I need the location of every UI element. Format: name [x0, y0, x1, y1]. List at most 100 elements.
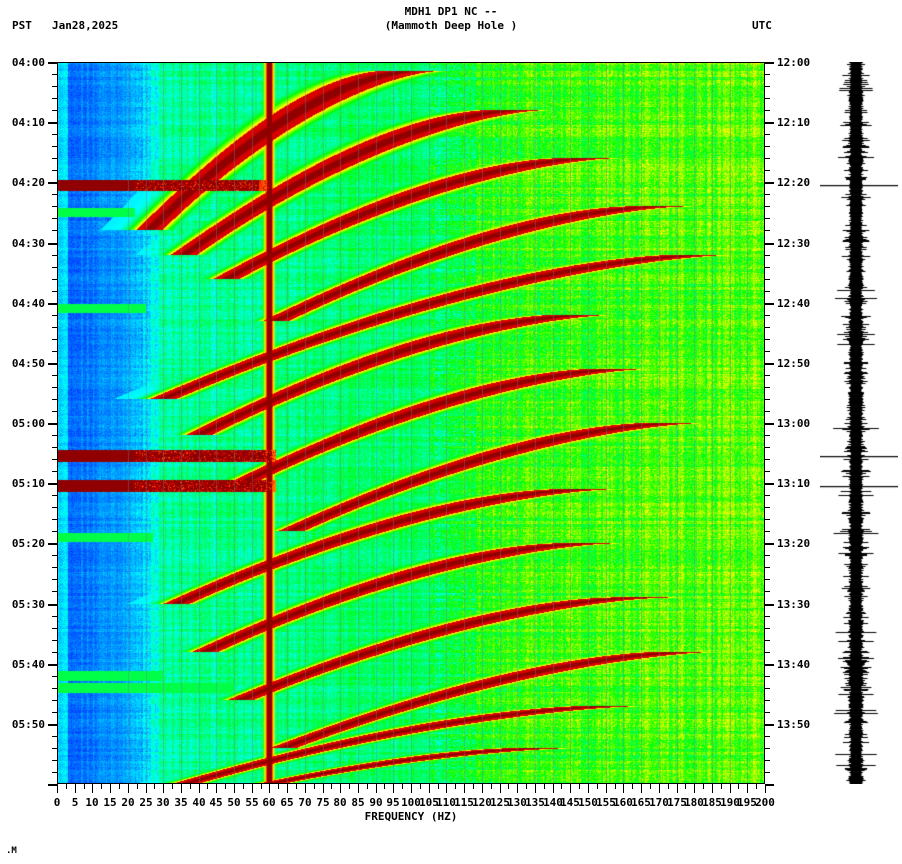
time-tick-right [765, 459, 770, 460]
time-label-utc: 12:50 [777, 357, 811, 370]
time-tick-left [48, 122, 57, 124]
frequency-label: 100 [401, 796, 421, 809]
time-tick-left [52, 616, 57, 617]
time-tick-left [52, 676, 57, 677]
time-tick-right [765, 519, 770, 520]
time-tick-right [765, 279, 770, 280]
frequency-label: 105 [419, 796, 439, 809]
time-tick-right [765, 567, 770, 568]
frequency-label: 155 [596, 796, 616, 809]
frequency-label: 190 [720, 796, 740, 809]
frequency-tick [579, 784, 580, 789]
time-tick-left [52, 471, 57, 472]
time-tick-left [52, 507, 57, 508]
frequency-tick [402, 784, 403, 789]
frequency-tick [712, 784, 713, 793]
time-tick-right [765, 62, 774, 64]
frequency-label: 110 [436, 796, 456, 809]
seismogram-canvas [820, 62, 898, 784]
frequency-tick [234, 784, 235, 793]
frequency-label: 170 [649, 796, 669, 809]
time-tick-right [765, 724, 774, 726]
frequency-tick [84, 784, 85, 789]
seismogram-trace [820, 62, 898, 784]
frequency-label: 80 [333, 796, 347, 809]
time-tick-right [765, 628, 770, 629]
time-tick-left [52, 447, 57, 448]
time-tick-right [765, 146, 770, 147]
time-tick-right [765, 243, 774, 245]
time-tick-left [52, 110, 57, 111]
frequency-tick [588, 784, 589, 793]
time-tick-left [48, 243, 57, 245]
frequency-tick [376, 784, 377, 793]
page-title-line2: (Mammoth Deep Hole ) [384, 19, 518, 32]
time-tick-left [52, 399, 57, 400]
frequency-tick [314, 784, 315, 789]
frequency-label: 140 [543, 796, 563, 809]
time-label-pst: 04:50 [11, 357, 45, 370]
frequency-tick [632, 784, 633, 789]
time-tick-left [52, 146, 57, 147]
frequency-tick [110, 784, 111, 793]
time-label-pst: 05:10 [11, 477, 45, 490]
time-tick-right [765, 363, 774, 365]
frequency-tick [659, 784, 660, 793]
time-tick-left [52, 206, 57, 207]
time-tick-left [52, 411, 57, 412]
time-tick-left [52, 230, 57, 231]
frequency-label: 70 [298, 796, 312, 809]
time-tick-left [52, 158, 57, 159]
frequency-label: 55 [245, 796, 259, 809]
frequency-label: 60 [262, 796, 276, 809]
time-label-pst: 04:20 [11, 176, 45, 189]
frequency-label: 135 [525, 796, 545, 809]
frequency-tick [544, 784, 545, 789]
frequency-tick [190, 784, 191, 789]
frequency-tick [172, 784, 173, 789]
time-label-utc: 12:10 [777, 116, 811, 129]
time-tick-left [48, 543, 57, 545]
time-tick-right [765, 712, 770, 713]
time-tick-left [52, 772, 57, 773]
frequency-tick [340, 784, 341, 793]
frequency-tick [349, 784, 350, 789]
frequency-tick [650, 784, 651, 789]
time-label-pst: 04:30 [11, 237, 45, 250]
time-tick-left [48, 724, 57, 726]
frequency-axis-title: FREQUENCY (HZ) [364, 810, 458, 823]
time-label-pst: 05:30 [11, 598, 45, 611]
time-label-pst: 05:40 [11, 658, 45, 671]
time-tick-left [52, 194, 57, 195]
time-tick-right [765, 134, 770, 135]
frequency-tick [721, 784, 722, 789]
time-tick-right [765, 255, 770, 256]
frequency-label: 185 [702, 796, 722, 809]
time-tick-left [48, 664, 57, 666]
page-title-line1: MDH1 DP1 NC -- [404, 5, 498, 18]
frequency-tick [75, 784, 76, 793]
time-label-utc: 12:00 [777, 56, 811, 69]
spectrogram-plot[interactable] [57, 62, 765, 784]
frequency-tick [535, 784, 536, 793]
frequency-tick [331, 784, 332, 789]
time-tick-right [765, 640, 770, 641]
time-tick-right [765, 387, 770, 388]
frequency-label: 95 [386, 796, 400, 809]
time-label-utc: 13:40 [777, 658, 811, 671]
time-label-utc: 13:00 [777, 417, 811, 430]
time-tick-left [52, 736, 57, 737]
time-tick-left [52, 700, 57, 701]
time-tick-right [765, 375, 770, 376]
time-tick-left [52, 652, 57, 653]
frequency-tick [703, 784, 704, 789]
time-tick-right [765, 303, 774, 305]
frequency-label: 45 [209, 796, 223, 809]
time-tick-left [52, 327, 57, 328]
time-tick-left [52, 375, 57, 376]
frequency-tick [269, 784, 270, 793]
frequency-tick [597, 784, 598, 789]
time-tick-right [765, 579, 770, 580]
time-tick-left [52, 567, 57, 568]
time-tick-left [52, 688, 57, 689]
